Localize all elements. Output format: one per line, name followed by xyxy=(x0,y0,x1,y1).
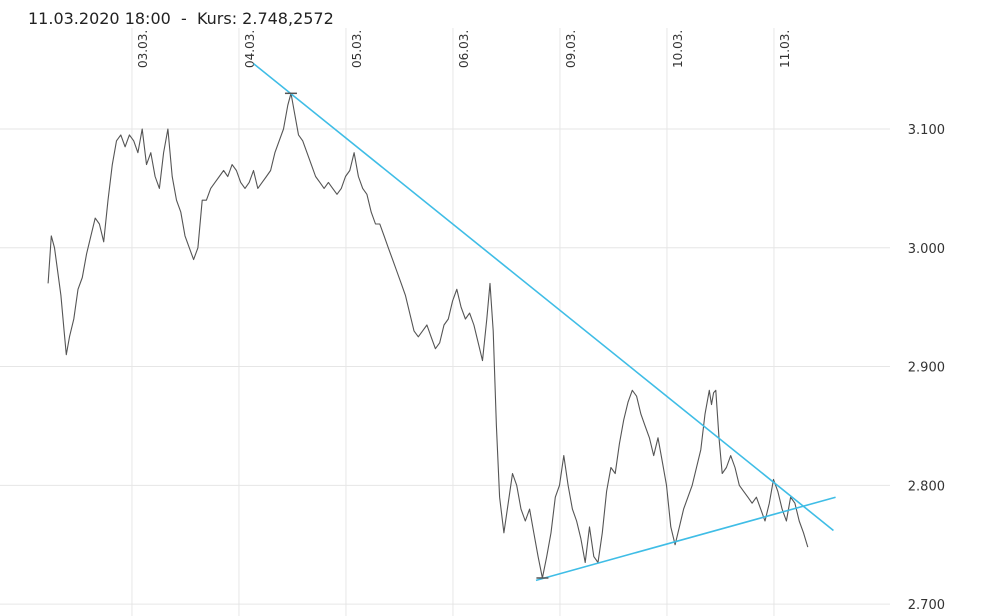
x-tick-label: 06.03. xyxy=(457,30,471,68)
chart-header: 11.03.2020 18:00 - Kurs: 2.748,2572 xyxy=(28,9,334,28)
grid xyxy=(0,28,890,616)
x-tick-label: 09.03. xyxy=(564,30,578,68)
y-tick-label: 2.900 xyxy=(908,361,945,376)
x-tick-label: 03.03. xyxy=(136,30,150,68)
header-price-label: Kurs: xyxy=(196,9,238,28)
trendline xyxy=(253,63,834,532)
x-tick-label: 10.03. xyxy=(671,30,685,68)
y-tick-label: 2.800 xyxy=(908,479,945,494)
y-axis-ticks: 2.700 2.800 2.900 3.000 3.100 xyxy=(908,123,945,613)
header-separator: - xyxy=(180,9,187,28)
y-tick-label: 2.700 xyxy=(908,598,945,613)
x-tick-label: 04.03. xyxy=(243,30,257,68)
annotations xyxy=(253,63,836,582)
y-tick-label: 3.000 xyxy=(908,242,945,257)
series xyxy=(47,92,809,579)
header-price-value: 2.748,2572 xyxy=(242,9,334,28)
trendline xyxy=(535,496,836,582)
price-line xyxy=(47,92,809,579)
x-tick-label: 05.03. xyxy=(350,30,364,68)
y-tick-label: 3.100 xyxy=(908,123,945,138)
x-axis-ticks: 03.03. 04.03. 05.03. 06.03. 09.03. 10.03. 11.0… xyxy=(136,30,792,68)
x-tick-label: 11.03. xyxy=(778,30,792,68)
header-date: 11.03.2020 18:00 xyxy=(28,9,171,28)
